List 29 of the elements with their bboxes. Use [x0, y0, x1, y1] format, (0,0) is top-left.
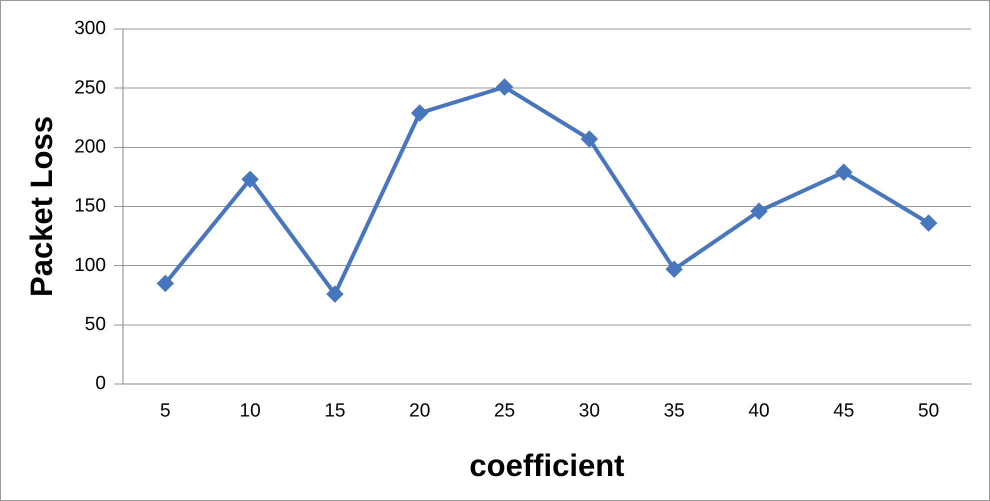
- x-tick-label: 30: [578, 400, 600, 422]
- y-tick-label: 300: [74, 18, 106, 40]
- point: [242, 170, 259, 188]
- x-tick-label: 35: [664, 400, 685, 422]
- x-tick-label: 45: [833, 400, 854, 422]
- x-tick-label: 5: [160, 400, 171, 422]
- point: [750, 202, 768, 220]
- y-tick-label: 200: [74, 136, 106, 158]
- y-tick-label: 50: [84, 314, 106, 336]
- y-axis-title: Packet Loss: [24, 116, 60, 297]
- point: [411, 104, 428, 122]
- y-tick-label: 0: [95, 373, 106, 394]
- x-tick-label: 10: [240, 400, 261, 422]
- x-tick-label: 20: [409, 400, 430, 422]
- point: [580, 130, 598, 148]
- x-tick-label: 15: [324, 400, 346, 422]
- x-axis-title: coefficient: [469, 448, 624, 483]
- point: [326, 286, 344, 303]
- point: [666, 260, 683, 278]
- point: [496, 78, 514, 96]
- y-tick-label: 250: [74, 77, 106, 98]
- point: [156, 274, 174, 292]
- point: [835, 164, 852, 181]
- point: [920, 214, 938, 232]
- x-tick-label: 50: [918, 400, 940, 422]
- x-tick-label: 25: [494, 400, 516, 422]
- y-tick-label: 100: [74, 254, 106, 276]
- y-tick-label: 150: [74, 196, 106, 217]
- x-tick-label: 40: [748, 400, 770, 422]
